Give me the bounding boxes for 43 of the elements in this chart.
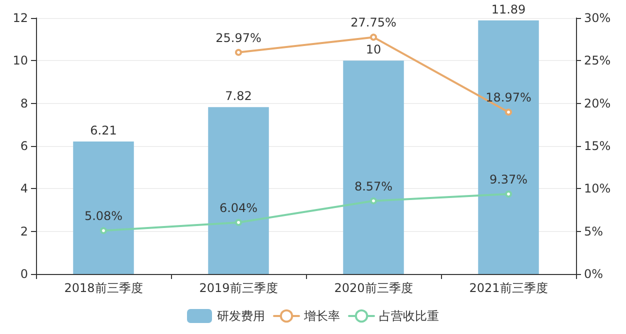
data-label: 8.57% (354, 179, 393, 194)
y2-tick-label: 10% (584, 182, 611, 196)
legend-label: 增长率 (303, 309, 340, 323)
bar (343, 60, 404, 274)
data-label: 27.75% (350, 16, 396, 30)
data-label: 10 (366, 42, 382, 57)
bar (208, 107, 269, 274)
data-label: 7.82 (225, 89, 252, 104)
y2-tick-label: 5% (584, 224, 604, 238)
data-label: 25.97% (216, 30, 262, 45)
point (505, 108, 512, 116)
bar (73, 142, 134, 274)
y-tick-label: 0 (20, 267, 28, 281)
x-tick-label: 2021前三季度 (469, 281, 548, 295)
point (505, 190, 512, 198)
y2-tick-label: 20% (584, 96, 611, 110)
data-label: 6.21 (90, 124, 117, 138)
y2-tick-label: 15% (584, 139, 611, 153)
y2-tick-label: 30% (584, 11, 611, 25)
point (370, 197, 377, 204)
legend-label: 占营收比重 (379, 309, 439, 323)
point (235, 218, 242, 226)
x-tick-label: 2020前三季度 (334, 281, 413, 295)
data-label: 5.08% (84, 209, 123, 224)
x-tick-label: 2018前三季度 (64, 281, 143, 295)
data-label: 6.04% (219, 200, 258, 215)
point (370, 34, 377, 41)
y-tick-label: 6 (20, 139, 28, 153)
y2-tick-label: 25% (584, 54, 611, 68)
y-tick-label: 8 (20, 96, 28, 110)
point (100, 227, 107, 234)
data-label: 9.37% (489, 172, 528, 187)
y2-tick-label: 0% (584, 267, 604, 281)
bar (478, 20, 539, 274)
y-tick-label: 10 (12, 54, 28, 68)
data-label: 11.89 (491, 2, 526, 16)
legend-label: 研发费用 (217, 309, 265, 323)
y-tick-label: 12 (12, 11, 28, 25)
data-label: 18.97% (486, 90, 532, 105)
y-tick-label: 4 (20, 182, 28, 196)
x-tick-label: 2019前三季度 (199, 281, 278, 295)
y-tick-label: 2 (20, 224, 28, 238)
point (235, 48, 242, 56)
